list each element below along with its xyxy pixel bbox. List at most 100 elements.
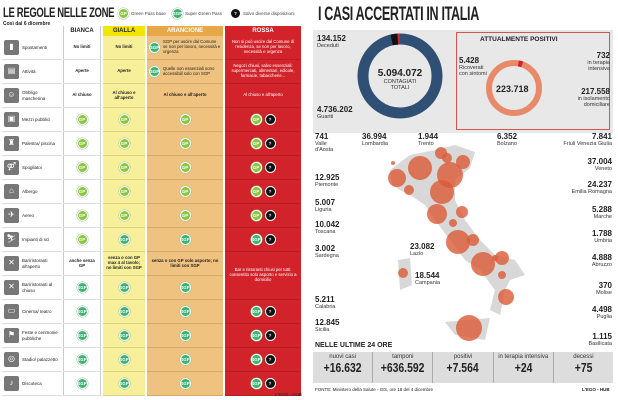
cell-rossa: Non si può uscire dal Comune di residenz… <box>225 36 301 60</box>
region-value: 1.788 <box>591 229 612 238</box>
question-badge-icon: ? <box>230 8 241 19</box>
region-value: 12.925 <box>315 173 340 182</box>
cell-arancione: SGP SGP per uscire dal Comune se non per … <box>147 36 223 60</box>
cell-text: Bar e ristoranti chiusi per tutti: conse… <box>229 267 297 282</box>
region-value: 24.237 <box>587 180 612 189</box>
row-label: ♜ Palestra/ piscina <box>2 132 62 156</box>
legend-label: Green Pass base <box>131 11 166 16</box>
cell-arancione: GP <box>147 108 223 132</box>
row-label: ✕ Bar/ristoranti al chiuso <box>2 276 62 300</box>
region-label: 3.002 Sardegna <box>315 245 339 260</box>
region-label: 370 Molise <box>596 282 612 297</box>
region-bubble <box>449 219 457 227</box>
gp-badge-icon: GP <box>76 210 88 221</box>
region-value: 1.944 <box>418 132 439 141</box>
region-name: Emilia Romagna <box>571 189 612 195</box>
row-label: ⚤ Spogliatoi <box>2 156 62 180</box>
region-value: 1.115 <box>592 332 612 341</box>
total-label: CONTAGIATI <box>383 79 417 85</box>
region-bubble <box>435 147 447 159</box>
row-icon: ⚑ <box>4 328 19 343</box>
region-value: 5.288 <box>591 205 612 214</box>
region-value: 4.888 <box>591 253 612 262</box>
cell-gialla: No limiti <box>103 36 145 60</box>
cell-text: senza o con GP solo asporto; no limiti c… <box>151 257 219 268</box>
region-label: 37.004 Veneto <box>588 158 612 173</box>
row-label: ⛷ Impianti di sci <box>2 228 62 252</box>
question-badge-icon: ? <box>264 162 276 173</box>
row-label: ♪ Discoteca <box>2 372 62 396</box>
region-name: Molise <box>596 290 612 296</box>
region-name: Sardegna <box>315 253 339 259</box>
cell-rossa: GP? <box>225 108 301 132</box>
cell-gialla: GP <box>103 156 145 180</box>
cell-gialla: SGP <box>103 228 145 252</box>
sgp-badge-icon: SGP <box>118 234 130 245</box>
stat-label: decessi <box>573 354 594 360</box>
guariti: 4.736.202 Guariti <box>317 106 353 121</box>
gp-badge-icon: GP <box>76 162 88 173</box>
row-label-text: Albergo <box>22 188 38 194</box>
row-label: ✈ Aereo <box>2 204 62 228</box>
region-value: 18.544 <box>415 271 440 280</box>
gp-badge-icon: GP <box>179 114 191 125</box>
cell-gialla: GP <box>103 180 145 204</box>
question-badge-icon: ? <box>264 306 276 317</box>
stat-item: decessi +75 <box>554 352 613 383</box>
donut-ring <box>486 60 542 116</box>
region-bubble <box>446 230 470 254</box>
row-label-text: Cinema/ teatro <box>22 308 52 314</box>
region-name: Bolzano <box>497 141 517 147</box>
gp-badge-icon: GP <box>179 138 191 149</box>
stat-value: +16.632 <box>323 360 362 375</box>
cell-rossa: GP? <box>225 132 301 156</box>
gp-badge-icon: GP <box>76 234 88 245</box>
gp-badge-icon: GP <box>76 138 88 149</box>
region-label: 1.944 Trento <box>418 132 439 148</box>
legend-gp: GP Green Pass base <box>118 8 166 19</box>
sgp-badge-icon: SGP <box>76 378 88 389</box>
row-label-text: Discoteca <box>22 380 42 386</box>
row-label-text: Attività <box>22 68 36 74</box>
region-label: 36.994 Lombardia <box>362 133 388 148</box>
question-badge-icon: ? <box>264 354 276 365</box>
region-bubble <box>495 251 509 265</box>
right-credit: L'EGO - HUB <box>582 387 610 392</box>
region-bubble <box>408 156 432 180</box>
cell-text: No limiti <box>73 44 91 50</box>
row-label: ⌂ Albergo <box>2 180 62 204</box>
terapia-label: in terapia <box>587 60 610 66</box>
region-label: 1.788 Umbria <box>591 229 612 245</box>
row-label: ◎ Stadio/ palazzetto <box>2 348 62 372</box>
row-icon: ▮ <box>4 40 19 55</box>
cell-gialla: GP <box>103 204 145 228</box>
region-value: 6.352 <box>497 132 518 141</box>
cell-bianca: anche senza GP <box>63 252 101 276</box>
row-label: ▮ Spostamenti <box>2 36 62 60</box>
gp-badge-icon: GP <box>118 210 130 221</box>
row-label: ▭ Cinema/ teatro <box>2 300 62 324</box>
region-name: Lazio <box>410 251 424 257</box>
cell-arancione: SGP <box>147 276 223 300</box>
region-bubble <box>430 180 454 204</box>
sgp-badge-icon: SGP <box>250 378 262 389</box>
cell-arancione: SGP <box>147 228 223 252</box>
gp-badge-icon: GP <box>118 114 130 125</box>
region-bubble <box>442 153 452 163</box>
region-name: Umbria <box>594 238 612 244</box>
region-name: Sicilia <box>315 327 330 333</box>
gp-badge-icon: GP <box>250 210 262 221</box>
cell-text: Quelle non essenziali sono accessibili s… <box>163 65 215 76</box>
row-icon: ✈ <box>4 208 19 223</box>
row-label: ⚑ Feste e cerimonie pubbliche <box>2 324 62 348</box>
row-label-text: Feste e cerimonie pubbliche <box>22 330 58 341</box>
cell-arancione: SGP <box>147 348 223 372</box>
gp-badge-icon: GP <box>76 114 88 125</box>
question-badge-icon: ? <box>264 378 276 389</box>
source: FONTE: Ministero della Salute - ISS, ore… <box>315 387 434 392</box>
cell-arancione: GP <box>147 180 223 204</box>
cell-gialla: GP <box>103 108 145 132</box>
sgp-badge-icon: SGP <box>118 378 130 389</box>
stat-item: tamponi +636.592 <box>373 352 434 383</box>
gp-badge-icon: GP <box>118 186 130 197</box>
